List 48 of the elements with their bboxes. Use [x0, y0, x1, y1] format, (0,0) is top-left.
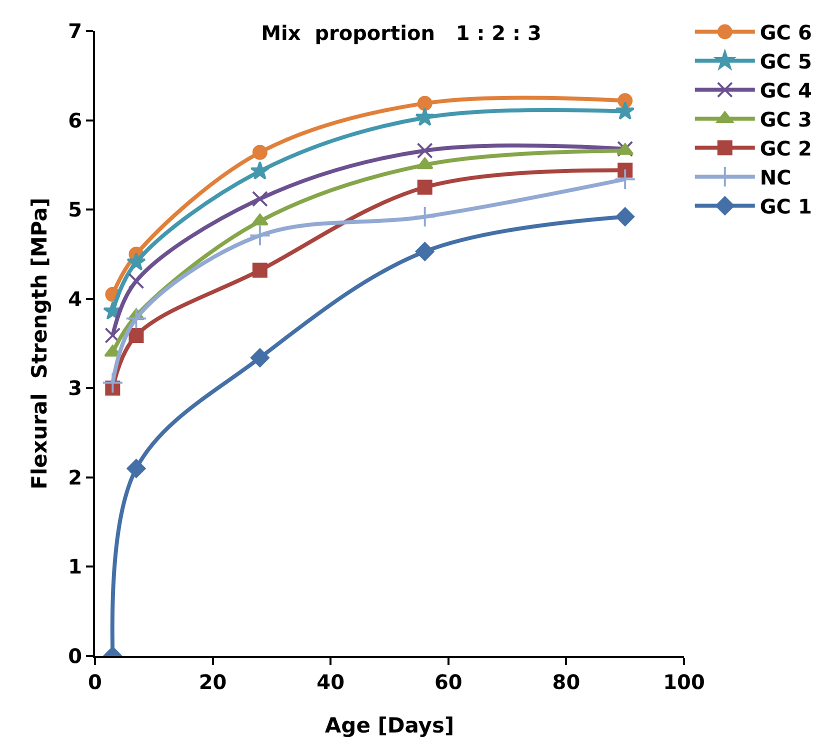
point — [618, 162, 633, 178]
x-tick-label: 100 — [663, 670, 705, 694]
point — [414, 206, 436, 228]
y-tick-label: 6 — [68, 108, 82, 132]
point — [416, 157, 434, 170]
point — [416, 142, 433, 159]
x-tick-label: 40 — [316, 670, 345, 694]
point — [250, 161, 270, 180]
y-tick-label: 4 — [68, 286, 82, 311]
legend-label: NC — [760, 166, 792, 190]
point — [126, 252, 146, 271]
legend-label: GC 6 — [760, 20, 812, 45]
point — [616, 207, 635, 226]
point — [614, 168, 636, 190]
point — [415, 242, 434, 261]
point — [125, 308, 148, 330]
point — [417, 180, 432, 195]
point — [417, 96, 432, 111]
y-tick-label: 0 — [68, 644, 82, 668]
legend-label: GC 1 — [760, 194, 812, 219]
point — [128, 273, 144, 289]
x-axis-title: Age [Days] — [324, 714, 454, 738]
point — [252, 144, 268, 160]
x-tick-label: 60 — [434, 670, 462, 694]
point — [104, 327, 121, 344]
y-tick-label: 5 — [68, 198, 82, 222]
point — [126, 459, 146, 478]
legend-label: GC 2 — [760, 136, 812, 161]
point — [249, 224, 271, 246]
x-tick-label: 0 — [88, 670, 102, 694]
y-tick-label: 1 — [68, 554, 82, 579]
legend-label: GC 3 — [760, 108, 812, 132]
legend-label: GC 5 — [760, 50, 812, 74]
x-tick-label: 80 — [552, 670, 580, 694]
y-tick-label: 3 — [68, 376, 82, 400]
y-tick-label: 7 — [68, 19, 82, 43]
x-tick-label: 20 — [198, 670, 227, 694]
legend-label: GC 4 — [760, 78, 812, 103]
point — [252, 262, 268, 278]
point — [250, 348, 270, 368]
point — [128, 328, 144, 343]
y-axis-title: Flexural Strength [MPa] — [28, 198, 52, 490]
y-tick-label: 2 — [68, 465, 82, 490]
point — [102, 372, 124, 394]
point — [252, 190, 268, 207]
point — [415, 108, 434, 126]
chart-title: Mix proportion 1 : 2 : 3 — [261, 21, 542, 46]
point — [615, 101, 635, 120]
